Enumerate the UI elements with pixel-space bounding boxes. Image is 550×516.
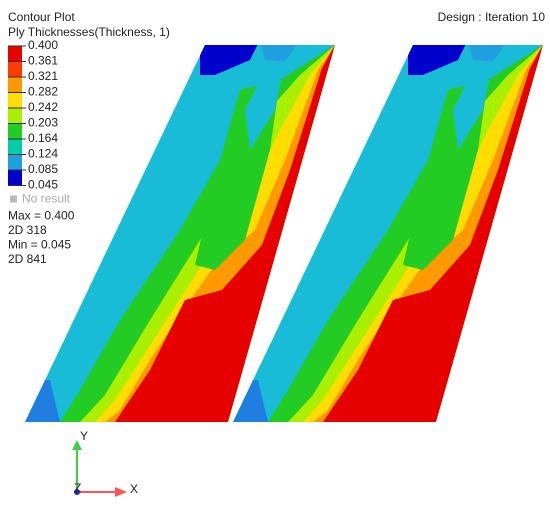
- stat-line: Min = 0.045: [8, 238, 71, 252]
- legend-label: 0.400: [28, 38, 58, 52]
- legend-label: 0.124: [28, 147, 58, 161]
- y-arrow-head: [72, 440, 82, 450]
- stat-line: 2D 841: [8, 252, 47, 266]
- z-axis-dot: [74, 489, 80, 495]
- x-arrow-head: [115, 487, 127, 497]
- legend-label: 0.361: [28, 54, 58, 68]
- z-axis-label: Z: [74, 481, 81, 495]
- legend-swatch: [8, 46, 22, 62]
- legend-swatch: [8, 108, 22, 124]
- legend-swatch: [8, 123, 22, 139]
- stat-line: Max = 0.400: [8, 209, 75, 223]
- x-axis-label: X: [130, 482, 138, 496]
- legend-swatch: [8, 77, 22, 93]
- legend-label: 0.164: [28, 131, 58, 145]
- stat-line: 2D 318: [8, 223, 47, 237]
- legend-label: 0.045: [28, 178, 58, 192]
- legend-swatch: [8, 154, 22, 170]
- legend-swatch: [8, 61, 22, 77]
- y-axis-label: Y: [80, 429, 88, 443]
- legend-swatch: [8, 92, 22, 108]
- plot-subtitle: Ply Thicknesses(Thickness, 1): [8, 25, 170, 39]
- legend-label: 0.242: [28, 100, 58, 114]
- legend-label: 0.085: [28, 162, 58, 176]
- iteration-label: Design : Iteration 10: [438, 10, 546, 24]
- plot-title: Contour Plot: [8, 10, 75, 24]
- no-result-swatch: [10, 195, 17, 203]
- legend-swatch: [8, 170, 22, 186]
- axis-triad: Y X Z: [72, 429, 138, 497]
- legend-label: 0.282: [28, 85, 58, 99]
- legend-label: 0.203: [28, 116, 58, 130]
- no-result-label: No result: [22, 192, 71, 206]
- legend-label: 0.321: [28, 69, 58, 83]
- legend-swatch: [8, 139, 22, 155]
